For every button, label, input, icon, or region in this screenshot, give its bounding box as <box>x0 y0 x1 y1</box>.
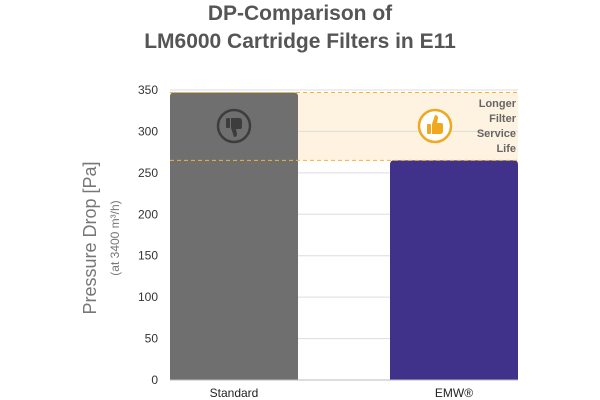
x-tick-label: Standard <box>210 386 259 400</box>
thumbs-down-hand <box>231 118 242 137</box>
y-tick-label: 250 <box>138 166 158 180</box>
thumbs-down-icon <box>216 108 252 144</box>
icon-layer <box>216 108 453 144</box>
annotation-line: Filter <box>489 113 517 125</box>
thumbs-up-icon <box>417 108 453 144</box>
annotation-line: Life <box>496 143 516 155</box>
y-tick-label: 100 <box>138 290 158 304</box>
bar-standard <box>170 92 298 380</box>
chart-title-line-1: DP-Comparison of <box>207 2 393 25</box>
thumbs-up-cuff <box>427 124 431 134</box>
y-tick-label: 350 <box>138 83 158 97</box>
x-tick-label: EMW® <box>435 386 473 400</box>
chart-title-line-2: LM6000 Cartridge Filters in E11 <box>144 30 456 53</box>
thumbs-up-hand <box>432 115 443 134</box>
y-tick-label: 200 <box>138 207 158 221</box>
annotation-layer: Longer Filter Service Life <box>477 98 517 155</box>
y-tick-label: 150 <box>138 249 158 263</box>
thumbs-down-cuff <box>226 118 230 128</box>
bar-layer <box>170 92 518 380</box>
annotation-line: Longer <box>479 98 517 110</box>
y-tick-label: 300 <box>138 124 158 138</box>
bar-emw <box>390 160 518 380</box>
axis-layer: 0 50 100 150 200 250 300 350 Standard EMW® Pressur… <box>80 83 518 400</box>
thumbs-down-ring <box>216 108 252 144</box>
annotation-line: Service <box>477 128 516 140</box>
band-line-layer <box>170 91 518 161</box>
y-tick-label: 0 <box>151 373 158 387</box>
y-axis-label: Pressure Drop [Pa] <box>80 161 100 314</box>
y-axis-sublabel: (at 3400 m³/h) <box>108 200 122 275</box>
y-tick-label: 50 <box>145 332 159 346</box>
